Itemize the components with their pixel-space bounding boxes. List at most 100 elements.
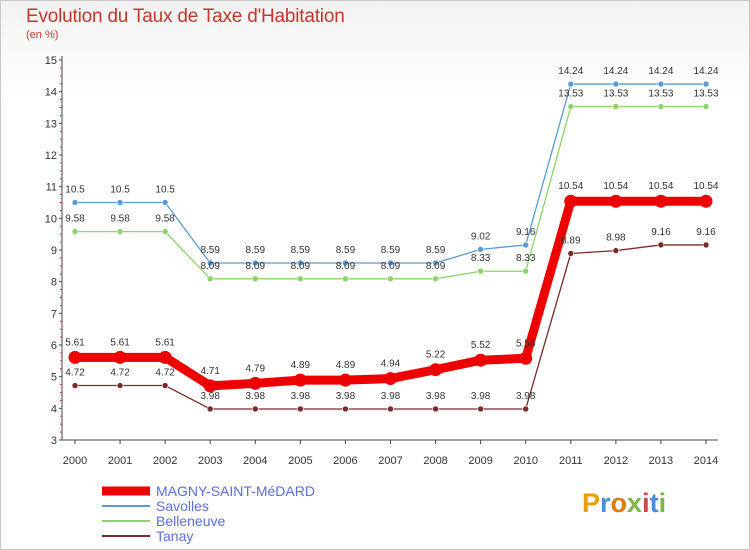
data-label: 8.59 (246, 245, 266, 256)
x-tick-label: 2013 (649, 455, 673, 467)
series-point-1 (387, 259, 394, 267)
data-label: 14.24 (603, 66, 628, 77)
x-tick-label: 2007 (378, 455, 402, 467)
data-label: 8.33 (471, 253, 491, 264)
legend-swatch-tanay (102, 535, 150, 537)
data-label: 8.09 (291, 261, 311, 272)
data-label: 3.98 (246, 391, 266, 402)
data-label: 8.09 (200, 261, 220, 272)
series-point-3 (702, 241, 710, 249)
data-label: 4.89 (291, 360, 311, 371)
x-tick-label: 2004 (243, 455, 267, 467)
data-label: 4.72 (65, 368, 85, 379)
data-label: 3.98 (381, 391, 401, 402)
data-label: 8.09 (246, 261, 266, 272)
series-point-0 (654, 194, 668, 208)
series-point-2 (161, 228, 169, 235)
data-label: 8.89 (561, 235, 581, 246)
data-label: 13.53 (558, 89, 583, 100)
legend-item-savolles: Savolles (100, 499, 315, 514)
series-point-3 (251, 405, 259, 413)
legend-label-magny: MAGNY-SAINT-MéDARD (156, 483, 315, 499)
data-label: 13.53 (648, 89, 673, 100)
legend-item-belleneuve: Belleneuve (100, 514, 315, 529)
series-point-1 (206, 259, 214, 267)
series-point-2 (206, 275, 214, 283)
y-tick-label: 14 (45, 87, 57, 99)
data-label: 8.59 (381, 245, 401, 256)
y-tick-label: 9 (51, 245, 57, 257)
legend-item-magny: MAGNY-SAINT-MéDARD (100, 484, 315, 499)
legend-label-belleneuve: Belleneuve (156, 513, 226, 529)
series-point-1 (432, 259, 439, 267)
series-point-1 (342, 259, 349, 267)
series-point-2 (702, 103, 710, 110)
series-point-2 (387, 275, 394, 283)
legend-swatch-savolles (102, 505, 150, 507)
series-point-0 (338, 373, 352, 387)
series-point-0 (519, 351, 533, 365)
y-tick-label: 3 (51, 435, 57, 447)
series-point-0 (699, 194, 713, 208)
data-label: 3.98 (426, 391, 446, 402)
data-label: 5.22 (426, 350, 446, 361)
series-point-0 (384, 372, 397, 386)
series-point-1 (702, 80, 710, 88)
series-point-0 (609, 194, 623, 208)
series-point-3 (432, 405, 439, 413)
data-label: 4.94 (381, 359, 401, 370)
series-point-2 (342, 275, 349, 283)
y-tick-label: 4 (51, 403, 57, 415)
series-point-2 (432, 275, 439, 283)
series-point-3 (161, 382, 169, 389)
data-label: 10.54 (648, 181, 673, 192)
logo-letter: t (649, 488, 659, 518)
data-label: 9.58 (155, 214, 175, 225)
series-point-2 (522, 267, 530, 275)
series-point-2 (297, 275, 304, 283)
x-tick-label: 2006 (333, 455, 357, 467)
proxiti-logo: Proxiti (582, 488, 666, 519)
series-point-3 (297, 405, 304, 413)
series-point-3 (387, 405, 394, 413)
data-label: 3.98 (336, 391, 356, 402)
y-tick-label: 13 (45, 118, 57, 130)
y-tick-label: 11 (46, 182, 57, 194)
data-label: 8.59 (426, 245, 446, 256)
series-point-0 (429, 363, 443, 377)
series-point-2 (567, 103, 575, 110)
series-point-1 (567, 80, 575, 88)
data-label: 8.09 (381, 261, 401, 272)
logo-letter: r (600, 488, 611, 518)
data-label: 9.58 (110, 214, 130, 225)
legend-swatch-magny (102, 486, 150, 496)
data-label: 4.72 (110, 368, 130, 379)
series-point-2 (612, 103, 620, 110)
data-label: 3.98 (516, 391, 536, 402)
y-tick-label: 15 (45, 55, 57, 67)
series-point-0 (564, 194, 578, 208)
series-point-3 (71, 382, 79, 389)
x-tick-label: 2010 (513, 455, 537, 467)
data-label: 8.09 (426, 261, 446, 272)
chart-title: Evolution du Taux de Taxe d'Habitation (26, 6, 345, 27)
data-label: 14.24 (693, 66, 718, 77)
series-point-1 (71, 199, 79, 206)
data-label: 3.98 (291, 391, 311, 402)
x-tick-label: 2005 (288, 455, 312, 467)
y-tick-label: 10 (45, 213, 57, 225)
series-point-3 (206, 405, 214, 413)
series-point-3 (522, 405, 530, 413)
x-tick-label: 2003 (198, 455, 222, 467)
series-point-3 (567, 250, 575, 257)
data-label: 5.58 (516, 338, 536, 349)
data-label: 5.61 (65, 337, 85, 348)
data-label: 13.53 (603, 89, 628, 100)
data-label: 10.54 (693, 181, 718, 192)
data-label: 8.98 (606, 233, 626, 244)
series-point-2 (657, 103, 665, 110)
data-label: 10.54 (603, 181, 628, 192)
data-label: 14.24 (648, 66, 673, 77)
